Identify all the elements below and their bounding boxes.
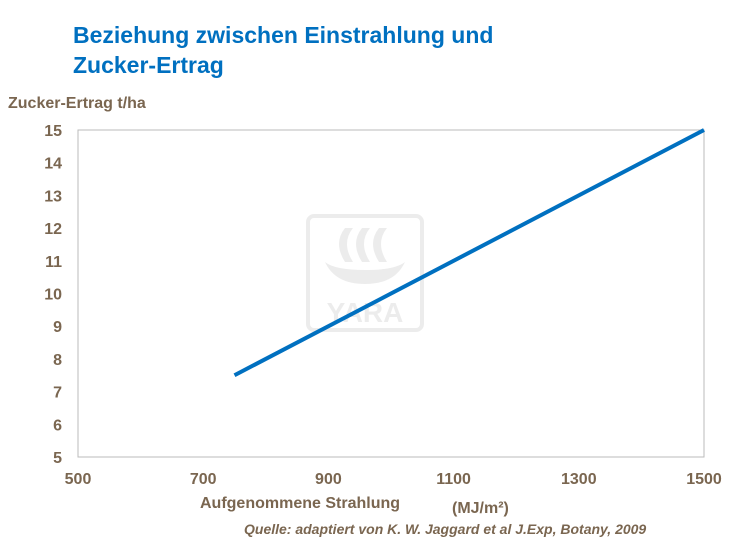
y-tick-label: 7 xyxy=(53,385,62,402)
y-tick-label: 12 xyxy=(44,221,62,238)
y-tick-label: 10 xyxy=(44,287,62,304)
source-note: Quelle: adaptiert von K. W. Jaggard et a… xyxy=(244,521,647,537)
title-line-2: Zucker-Ertrag xyxy=(73,52,224,78)
x-tick-label: 1300 xyxy=(561,471,597,488)
x-tick-label: 700 xyxy=(190,471,217,488)
watermark-text: YARA xyxy=(327,297,404,328)
series-line xyxy=(233,128,705,378)
plot-area xyxy=(77,129,705,458)
x-tick-label: 1500 xyxy=(686,471,722,488)
y-tick-label: 11 xyxy=(45,254,62,271)
x-tick-label: 900 xyxy=(315,471,342,488)
y-axis-label: Zucker-Ertrag t/ha xyxy=(8,95,146,112)
x-axis-label: Aufgenommene Strahlung xyxy=(200,495,401,512)
x-axis-unit: (MJ/m²) xyxy=(452,500,509,517)
y-tick-label: 13 xyxy=(44,188,62,205)
y-tick-label: 6 xyxy=(53,417,62,434)
y-tick-label: 9 xyxy=(53,319,62,336)
y-tick-label: 14 xyxy=(44,156,62,173)
y-tick-label: 15 xyxy=(44,123,62,140)
x-tick-label: 1100 xyxy=(436,471,471,488)
x-tick-label: 500 xyxy=(65,471,92,488)
y-tick-label: 5 xyxy=(53,450,62,467)
y-tick-label: 8 xyxy=(53,352,62,369)
chart-title: Beziehung zwischen Einstrahlung und Zuck… xyxy=(73,20,493,80)
title-line-1: Beziehung zwischen Einstrahlung und xyxy=(73,22,494,48)
yara-logo-watermark: YARA xyxy=(306,214,424,332)
